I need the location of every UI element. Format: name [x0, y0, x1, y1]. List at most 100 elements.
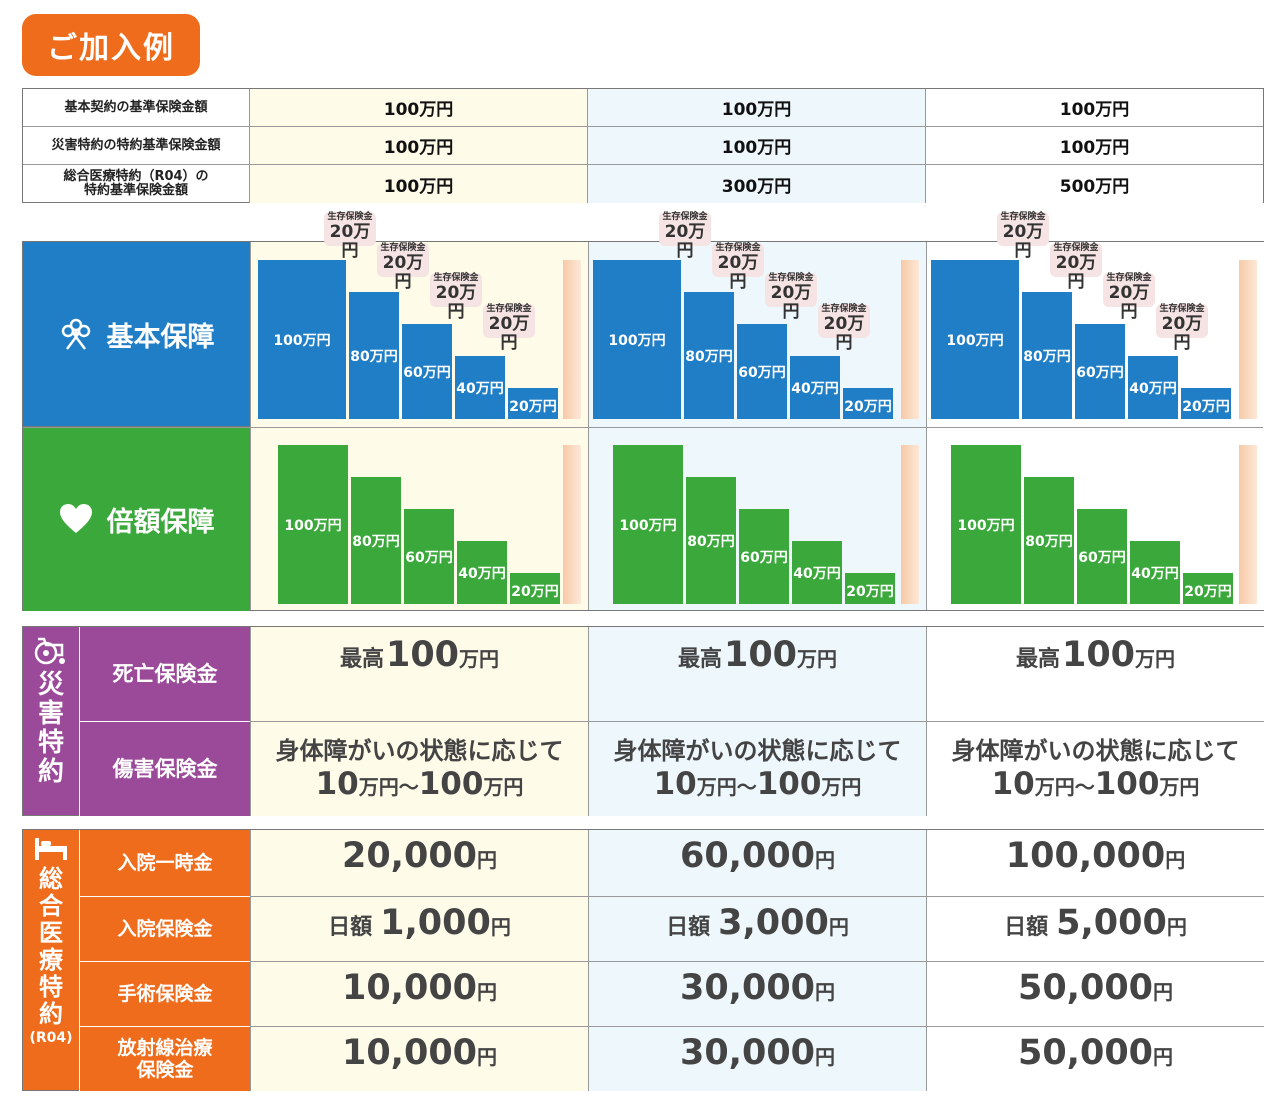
basic-bar: 20万円	[843, 388, 893, 419]
injury-benefit-value: 身体障がいの状態に応じて 10 万円〜 100 万円	[250, 721, 588, 816]
double-bar: 80万円	[351, 477, 401, 604]
unit: 円	[815, 848, 836, 872]
bar-label: 60万円	[1078, 549, 1126, 566]
double-bar: 80万円	[686, 477, 736, 604]
bubble-caption: 生存保険金	[1106, 273, 1152, 283]
page-title: ご加入例	[47, 31, 175, 66]
bar-label: 60万円	[740, 549, 788, 566]
unit: 円	[1153, 1045, 1174, 1069]
injury-range: 10 万円〜 100 万円	[316, 766, 524, 802]
unit: 円	[1166, 915, 1187, 939]
medical-benefit-value: 30,000 円	[588, 961, 926, 1026]
double-bar: 20万円	[510, 573, 560, 604]
death-benefit-value: 最高 100 万円	[926, 627, 1264, 721]
progression-arrow	[901, 260, 919, 419]
amount: 5,000	[1056, 903, 1167, 943]
table-row: 基本契約の基準保険金額 100万円 100万円 100万円	[23, 89, 1263, 127]
bar-label: 40万円	[791, 380, 839, 397]
bar-label: 20万円	[846, 584, 894, 600]
basic-bar: 40万円	[1128, 356, 1178, 419]
bar-label: 80万円	[350, 348, 398, 365]
bar-label: 60万円	[738, 364, 786, 381]
medical-benefit-value: 10,000 円	[250, 1026, 588, 1091]
survival-benefit-bubble: 生存保険金 20万円	[712, 243, 764, 292]
bubble-caption: 生存保険金	[433, 273, 479, 283]
bar-label: 100万円	[946, 332, 1004, 349]
bar-label: 40万円	[793, 565, 841, 582]
amount: 50,000	[1017, 968, 1154, 1008]
bubble-caption: 生存保険金	[715, 243, 761, 253]
amount: 10	[315, 766, 359, 802]
medical-benefit-value: 日額 5,000 円	[926, 896, 1264, 961]
medical-benefit-value: 50,000 円	[926, 961, 1264, 1026]
vertical-title: 災害特約	[37, 670, 64, 787]
bubble-amount: 20万円	[382, 253, 424, 292]
label-text: 手術保険金	[117, 983, 213, 1005]
unit: 円	[815, 980, 836, 1004]
survival-benefit-bubble: 生存保険金 20万円	[430, 273, 482, 322]
max-prefix: 最高	[677, 647, 722, 672]
double-label: 倍額保障	[106, 506, 215, 538]
double-bar: 60万円	[1077, 509, 1127, 604]
unit: 万円	[797, 647, 838, 671]
bed-icon	[35, 838, 67, 860]
unit: 万円	[821, 775, 862, 799]
injury-condition: 身体障がいの状態に応じて	[613, 737, 902, 765]
chart-column-3: 100万円 80万円 60万円 40万円 20万円 生存保険金 20万円 生存保険金 20万円生…	[926, 212, 1264, 610]
basic-bar: 100万円	[258, 260, 346, 419]
bar-label: 60万円	[1076, 364, 1124, 381]
bar-label: 80万円	[1025, 533, 1073, 550]
injury-benefit-value: 身体障がいの状態に応じて 10 万円〜 100 万円	[588, 721, 926, 816]
unit: 円	[815, 1045, 836, 1069]
bubble-caption: 生存保険金	[1000, 212, 1046, 222]
unit: 円	[1165, 848, 1186, 872]
medical-benefit-value: 30,000 円	[588, 1026, 926, 1091]
bubble-caption: 生存保険金	[768, 273, 814, 283]
basic-bar: 60万円	[737, 324, 787, 419]
bar-label: 60万円	[403, 364, 451, 381]
bar-label: 20万円	[509, 399, 557, 415]
label-text: 入院一時金	[117, 852, 213, 874]
death-benefit-label: 死亡保険金	[79, 627, 250, 721]
daily-prefix: 日額	[328, 915, 373, 940]
basic-coverage-label: 基本保障	[23, 242, 250, 427]
bubble-caption: 生存保険金	[1053, 243, 1099, 253]
label-text: 放射線治療 保険金	[117, 1037, 212, 1081]
survival-benefit-bubble: 生存保険金 20万円	[997, 212, 1049, 261]
bubble-amount: 20万円	[1002, 222, 1044, 261]
basic-bar: 80万円	[349, 292, 399, 419]
double-bar: 100万円	[613, 445, 683, 604]
amount: 10	[991, 766, 1035, 802]
double-bar: 20万円	[845, 573, 895, 604]
survival-benefit-bubble: 生存保険金 20万円	[377, 243, 429, 292]
bar-label: 100万円	[608, 332, 666, 349]
death-benefit-value: 最高 100 万円	[250, 627, 588, 721]
bar-label: 40万円	[458, 565, 506, 582]
bar-label: 60万円	[405, 549, 453, 566]
basic-bar: 80万円	[1022, 292, 1072, 419]
amount: 100万円	[383, 176, 454, 197]
amount: 30,000	[679, 1033, 816, 1073]
progression-arrow	[1239, 260, 1257, 419]
max-prefix: 最高	[339, 647, 384, 672]
bubble-caption: 生存保険金	[662, 212, 708, 222]
survival-benefit-bubble: 生存保険金 20万円	[659, 212, 711, 261]
amount: 1,000	[380, 903, 491, 943]
basic-bar: 20万円	[508, 388, 558, 419]
basic-bar: 80万円	[684, 292, 734, 419]
unit: 円	[1153, 980, 1174, 1004]
basic-bar: 100万円	[931, 260, 1019, 419]
survival-benefit-bubble: 生存保険金 20万円	[324, 212, 376, 261]
bar-label: 40万円	[456, 380, 504, 397]
double-coverage-label: 倍額保障	[23, 427, 250, 611]
bubble-amount: 20万円	[488, 314, 530, 353]
bar-label: 100万円	[284, 517, 342, 534]
survival-benefit-bubble: 生存保険金 20万円	[483, 304, 535, 353]
medical-benefit-label: 入院一時金	[79, 830, 250, 896]
medical-benefit-value: 日額 1,000 円	[250, 896, 588, 961]
survival-benefit-bubble: 生存保険金 20万円	[818, 304, 870, 353]
death-benefit-value: 最高 100 万円	[588, 627, 926, 721]
title-badge: ご加入例	[22, 14, 200, 76]
coverage-charts: 基本保障 倍額保障 100万円 80万円 60万円 40万円 20万円 生存保険金 20万円…	[22, 212, 1264, 611]
amount: 100万円	[721, 138, 792, 158]
